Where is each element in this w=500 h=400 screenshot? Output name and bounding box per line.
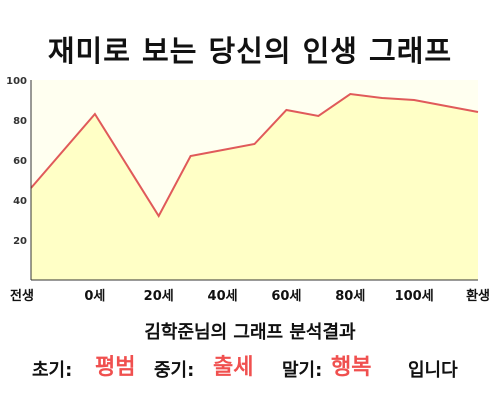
early-label: 초기: <box>32 360 73 381</box>
x-tick-label: 40세 <box>208 289 238 304</box>
late-label: 말기: <box>282 360 323 381</box>
x-tick-label: 80세 <box>335 289 365 304</box>
closing-text: 입니다 <box>408 360 458 381</box>
early-value: 평범 <box>95 355 136 380</box>
x-tick-labels: 전생 0세 20세 40세 60세 80세 100세 환생 <box>10 288 490 304</box>
y-tick-label: 60 <box>13 156 27 167</box>
y-tick-label: 20 <box>13 236 27 247</box>
chart-title: 재미로 보는 당신의 인생 그래프 <box>47 34 453 68</box>
x-tick-label: 60세 <box>271 289 301 304</box>
x-tick-label: 환생 <box>466 288 490 304</box>
mid-value: 출세 <box>213 355 254 380</box>
mid-label: 중기: <box>154 360 195 381</box>
y-tick-label: 40 <box>13 196 27 207</box>
x-tick-label: 전생 <box>10 288 34 304</box>
life-area-fill <box>31 94 478 280</box>
x-tick-label: 20세 <box>144 289 174 304</box>
y-tick-label: 80 <box>13 116 27 127</box>
life-series-line <box>30 92 479 218</box>
x-tick-label: 100세 <box>395 289 434 304</box>
y-tick-labels: 20 40 60 80 100 <box>6 76 27 247</box>
late-value: 행복 <box>331 355 372 380</box>
y-tick-label: 100 <box>6 76 27 87</box>
x-tick-label: 0세 <box>84 289 105 304</box>
analysis-result: 초기: 평범 중기: 출세 말기: 행복 입니다 <box>32 346 492 386</box>
analysis-subtitle: 김학준님의 그래프 분석결과 <box>144 322 356 343</box>
